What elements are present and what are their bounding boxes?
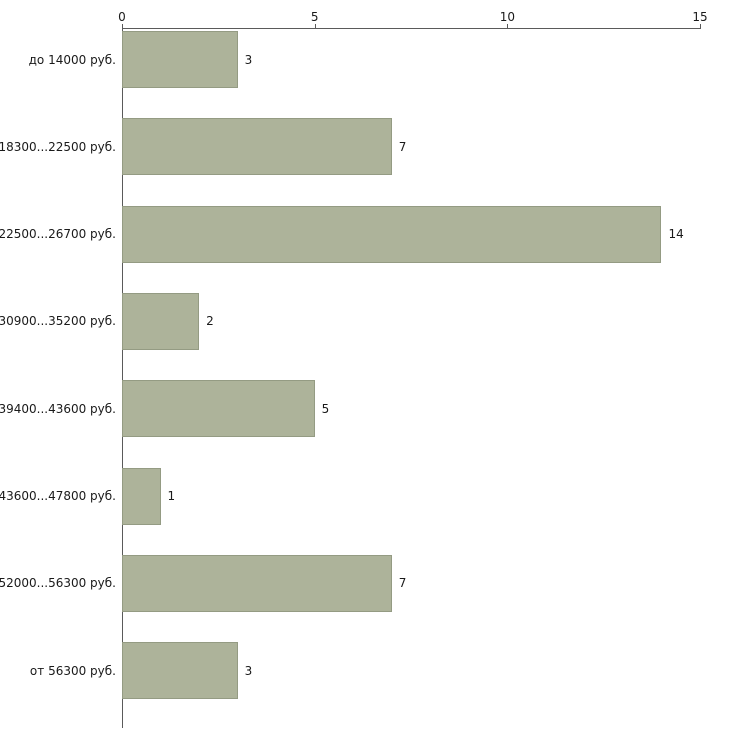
x-axis-tick-mark (700, 24, 701, 29)
bar (122, 205, 662, 263)
bar (122, 118, 392, 176)
x-axis-tick-label: 15 (692, 10, 708, 24)
category-label: от 56300 руб. (29, 663, 116, 678)
category-label: до 14000 руб. (28, 52, 116, 67)
category-label: 18300...22500 руб. (0, 139, 116, 154)
bar (122, 380, 315, 438)
bar (122, 467, 161, 525)
bar (122, 642, 238, 700)
value-label: 3 (244, 52, 253, 67)
category-label: 22500...26700 руб. (0, 227, 116, 242)
plot-axes (122, 28, 700, 728)
bar (122, 31, 238, 88)
value-label: 1 (167, 489, 176, 503)
x-axis-tick-label: 10 (499, 10, 515, 24)
x-axis-tick-mark (507, 24, 509, 29)
x-axis-tick-mark (314, 24, 316, 29)
value-label: 3 (244, 663, 253, 678)
bar (122, 292, 200, 350)
value-label: 5 (321, 401, 330, 416)
x-axis-tick-label: 0 (118, 10, 126, 24)
category-label: 43600...47800 руб. (0, 489, 116, 503)
value-label: 14 (668, 227, 684, 242)
value-label: 7 (398, 576, 407, 591)
bar (122, 554, 392, 612)
x-axis-tick-mark (122, 24, 123, 29)
x-axis-tick-label: 5 (310, 10, 319, 24)
value-label: 2 (206, 314, 214, 329)
value-label: 7 (398, 139, 407, 154)
category-label: 30900...35200 руб. (0, 314, 116, 329)
category-label: 52000...56300 руб. (0, 576, 116, 591)
category-label: 39400...43600 руб. (0, 401, 116, 416)
